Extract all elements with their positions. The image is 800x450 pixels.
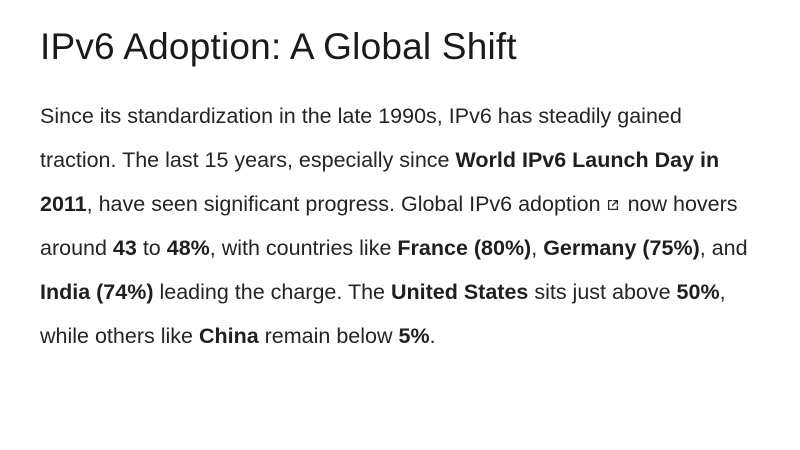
body-text: , with countries like	[209, 236, 398, 260]
body-text: leading the charge. The	[153, 280, 391, 304]
emphasized-text: 50%	[676, 280, 720, 304]
emphasized-text: United States	[390, 280, 529, 304]
page-title: IPv6 Adoption: A Global Shift	[40, 26, 517, 67]
article-paragraph: Since its standardization in the late 19…	[40, 94, 764, 358]
emphasized-text: China	[198, 324, 259, 348]
body-text: .	[429, 324, 436, 348]
emphasized-text: 5%	[398, 324, 430, 348]
emphasized-text: France (80%)	[397, 236, 532, 260]
body-text: , and	[699, 236, 748, 260]
emphasized-text: India (74%)	[40, 280, 154, 304]
emphasized-text: Germany (75%)	[543, 236, 700, 260]
body-text: to	[136, 236, 167, 260]
body-text: sits just above	[528, 280, 677, 304]
external-link-icon[interactable]	[606, 198, 620, 212]
body-text: , have seen significant progress.	[86, 192, 401, 216]
body-text: remain below	[258, 324, 399, 348]
body-text: , while others like	[40, 280, 726, 348]
body-text: Since its standardization in the late 19…	[40, 104, 682, 172]
emphasized-text: 48%	[166, 236, 210, 260]
global-ipv6-adoption-link[interactable]: Global IPv6 adoption	[400, 192, 601, 216]
body-text: now hovers around	[40, 192, 738, 260]
emphasized-text: 43	[112, 236, 137, 260]
body-text: ,	[531, 236, 544, 260]
emphasized-text: World IPv6 Launch Day in 2011	[40, 148, 720, 216]
